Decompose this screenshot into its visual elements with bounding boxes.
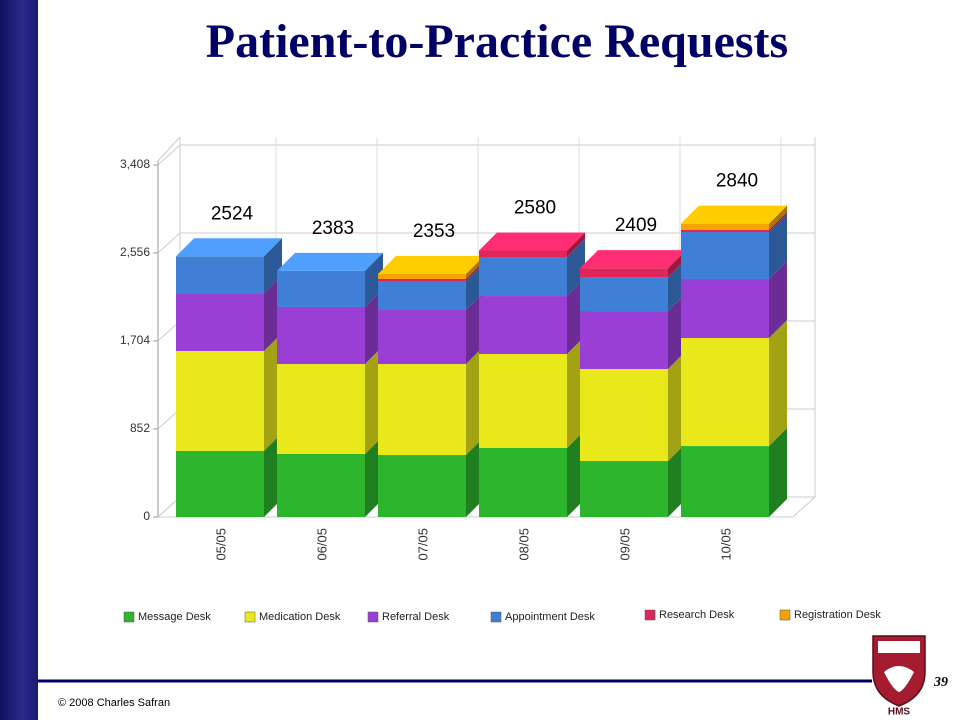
bar-top: [176, 238, 282, 257]
bar-segment: [580, 461, 668, 517]
bar-segment: [681, 279, 769, 339]
logo-text: HMS: [888, 707, 911, 718]
total-label: 2383: [312, 218, 354, 239]
bar-segment: [176, 351, 264, 451]
x-tick-label: 05/05: [213, 528, 228, 561]
bar-segment: [378, 310, 466, 365]
bar-segment: [580, 311, 668, 369]
bar-segment: [479, 250, 567, 258]
bar-segment: [277, 270, 365, 308]
y-tick-label: 3,408: [120, 157, 150, 171]
logo-emblem: [884, 666, 914, 692]
bar-segment: [681, 338, 769, 447]
bar-side: [769, 261, 787, 339]
total-label: 2524: [211, 203, 254, 224]
bar-segment: [580, 268, 668, 278]
bar-top: [378, 255, 484, 274]
legend-swatch: [490, 611, 502, 623]
total-label: 2409: [615, 215, 657, 236]
x-tick-label: 06/05: [314, 528, 329, 561]
total-label: 2840: [716, 171, 758, 192]
bar-top: [277, 252, 383, 271]
bar-segment: [479, 257, 567, 297]
bar-side: [769, 211, 787, 233]
bar-side: [769, 320, 787, 447]
bar-segment: [378, 273, 466, 279]
grid-line: [157, 144, 815, 166]
legend-swatch: [779, 609, 791, 621]
legend-swatch: [367, 611, 379, 623]
logo-books: [878, 641, 920, 653]
bar-segment: [681, 232, 769, 280]
logo: HMS: [872, 635, 926, 718]
bar-top: [580, 250, 686, 269]
bar-segment: [580, 368, 668, 462]
x-tick-label: 07/05: [415, 528, 430, 561]
bar-segment: [176, 256, 264, 294]
legend-label: Registration Desk: [794, 609, 881, 621]
bar-segment: [681, 446, 769, 517]
bar-top: [681, 205, 787, 224]
legend-label: Referral Desk: [382, 611, 450, 623]
bar-segment: [277, 453, 365, 517]
legend-swatch: [123, 611, 135, 623]
bar-segment: [176, 293, 264, 352]
bar-segment: [580, 277, 668, 312]
bar-top: [479, 232, 585, 251]
bar-segment: [277, 364, 365, 454]
bar-segment: [681, 223, 769, 230]
legend-label: Appointment Desk: [505, 611, 595, 623]
legend-label: Medication Desk: [259, 611, 341, 623]
slide-title: Patient-to-Practice Requests: [206, 15, 788, 68]
bar-segment: [479, 448, 567, 517]
legend-swatch: [644, 609, 656, 621]
legend-swatch: [244, 611, 256, 623]
bar-side: [769, 214, 787, 280]
x-tick-label: 10/05: [718, 528, 733, 561]
side-band: [0, 0, 38, 720]
y-tick-label: 852: [130, 421, 150, 435]
bar-side: [769, 205, 787, 230]
bar-segment: [479, 296, 567, 355]
bar-segment: [681, 229, 769, 233]
bar-side: [769, 428, 787, 517]
y-tick-label: 2,556: [120, 245, 150, 259]
legend-label: Message Desk: [138, 611, 211, 623]
bar-segment: [378, 364, 466, 456]
bar-segment: [277, 307, 365, 365]
y-tick-label: 1,704: [120, 333, 150, 347]
bar-segment: [378, 280, 466, 311]
x-tick-label: 09/05: [617, 528, 632, 561]
x-tick-label: 08/05: [516, 528, 531, 561]
bar-segment: [378, 455, 466, 517]
total-label: 2353: [413, 221, 455, 242]
y-axis-back: [157, 136, 181, 162]
bar-segment: [378, 278, 466, 281]
total-label: 2580: [514, 198, 556, 219]
page-number: 39: [933, 675, 948, 690]
legend-label: Research Desk: [659, 609, 735, 621]
footer: © 2008 Charles Safran: [58, 697, 170, 709]
grid-line: [157, 232, 815, 254]
bar-segment: [176, 450, 264, 517]
bar-side: [567, 232, 585, 258]
bar-segment: [479, 354, 567, 449]
y-tick-label: 0: [143, 509, 150, 523]
